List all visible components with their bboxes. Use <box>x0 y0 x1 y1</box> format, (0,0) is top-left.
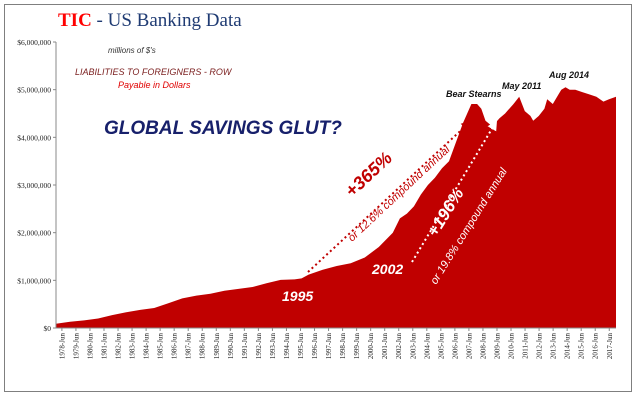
x-tick-label: 1989-Jun <box>213 333 221 360</box>
y-tick-label: $5,000,000 <box>17 86 51 95</box>
plot-area: $0 $1,000,000 $2,000,000 $3,000,000 $4,000,0… <box>17 38 616 359</box>
chart-subtitle: LIABILITIES TO FOREIGNERS - ROW <box>75 67 233 77</box>
x-tick-label: 1982-Jun <box>115 333 123 360</box>
x-tick-label: 2012-Jun <box>536 333 544 360</box>
may-2011-label: May 2011 <box>502 81 541 91</box>
x-tick-label: 2000-Jun <box>367 333 375 360</box>
y-tick-label: $4,000,000 <box>17 133 51 142</box>
x-tick-label: 1978-Jun <box>58 333 66 360</box>
title-rest: - US Banking Data <box>92 10 242 31</box>
area-series <box>56 87 616 328</box>
year-1995-label: 1995 <box>282 288 313 304</box>
x-tick-label: 2005-Jun <box>437 333 445 360</box>
x-tick-label: 1986-Jun <box>171 333 179 360</box>
x-axis: 1978-Jun 1979-Jun 1980-Jun 1981-Jun 1982-Jun… <box>56 327 616 360</box>
x-tick-label: 1995-Jun <box>297 333 305 360</box>
x-tick-label: 2013-Jun <box>550 333 558 360</box>
title-brand: TIC <box>58 10 92 31</box>
x-tick-label: 1983-Jun <box>129 333 137 360</box>
x-tick-label: 2002-Jun <box>395 333 403 360</box>
x-tick-label: 2015-Jun <box>578 333 586 360</box>
x-tick-label: 2009-Jun <box>494 333 502 360</box>
x-tick-label: 2011-Jun <box>522 333 530 359</box>
x-tick-label: 1990-Jun <box>227 333 235 360</box>
chart-subtitle-2: Payable in Dollars <box>118 80 191 90</box>
x-tick-label: 2014-Jun <box>564 333 572 360</box>
year-2002-label: 2002 <box>371 261 403 277</box>
pct-365-label: +365% <box>341 148 396 201</box>
glut-annotation: GLOBAL SAVINGS GLUT? <box>104 118 342 139</box>
x-tick-label: 2003-Jun <box>409 333 417 360</box>
y-tick-label: $6,000,000 <box>17 38 51 47</box>
x-tick-label: 1981-Jun <box>101 333 109 360</box>
x-tick-label: 1993-Jun <box>269 333 277 360</box>
x-tick-label: 1985-Jun <box>157 333 165 360</box>
x-tick-label: 1991-Jun <box>241 333 249 360</box>
x-tick-label: 1988-Jun <box>199 333 207 360</box>
x-tick-label: 2017-Jun <box>606 333 614 360</box>
y-tick-label: $2,000,000 <box>17 229 51 238</box>
growth-arrow-2002 <box>411 120 498 263</box>
x-tick-label: 1987-Jun <box>185 333 193 360</box>
x-tick-label: 1984-Jun <box>143 333 151 360</box>
x-tick-label: 2004-Jun <box>423 333 431 360</box>
x-tick-label: 2007-Jun <box>465 333 473 360</box>
chart-title: TIC - US Banking Data <box>58 10 242 31</box>
x-tick-label: 1979-Jun <box>72 333 80 360</box>
y-tick-label: $1,000,000 <box>17 276 51 285</box>
x-tick-label: 1994-Jun <box>283 333 291 360</box>
x-tick-label: 1999-Jun <box>353 333 361 360</box>
x-tick-label: 1980-Jun <box>87 333 95 360</box>
x-tick-label: 1996-Jun <box>311 333 319 360</box>
x-tick-label: 2016-Jun <box>592 333 600 360</box>
x-tick-label: 1992-Jun <box>255 333 263 360</box>
y-tick-label: $3,000,000 <box>17 181 51 190</box>
y-tick-label: $0 <box>44 324 52 333</box>
aug-2014-label: Aug 2014 <box>548 70 589 80</box>
x-tick-label: 1997-Jun <box>325 333 333 360</box>
y-axis: $0 $1,000,000 $2,000,000 $3,000,000 $4,000,0… <box>17 38 57 333</box>
x-tick-label: 2001-Jun <box>381 333 389 360</box>
x-tick-label: 2010-Jun <box>508 333 516 360</box>
x-tick-label: 1998-Jun <box>339 333 347 360</box>
bear-stearns-label: Bear Stearns <box>446 89 502 99</box>
units-note: millions of $'s <box>108 46 156 55</box>
x-tick-label: 2006-Jun <box>451 333 459 360</box>
growth-arrow-1995 <box>307 120 472 273</box>
x-tick-label: 2008-Jun <box>479 333 487 360</box>
